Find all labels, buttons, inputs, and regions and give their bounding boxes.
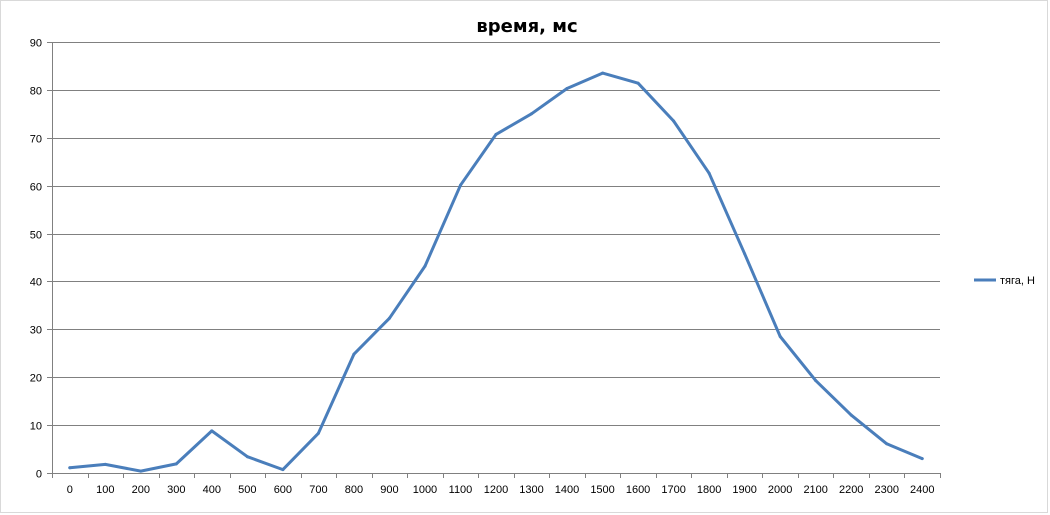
series-layer [68, 71, 924, 473]
legend-label: тяга, Н [1000, 275, 1035, 287]
x-tick-label: 900 [380, 484, 398, 496]
series-line-0 [68, 71, 924, 473]
y-tick-label: 10 [30, 421, 42, 433]
y-axis-ticks: 0 10 20 30 40 50 60 70 80 90 [30, 38, 42, 481]
x-tick-label: 2400 [910, 484, 934, 496]
data-point [814, 379, 818, 383]
y-tick-label: 20 [30, 373, 42, 385]
x-tick-label: 1700 [661, 484, 685, 496]
x-tick-label: 1100 [449, 484, 473, 496]
data-point [743, 252, 747, 256]
x-tick-label: 400 [203, 484, 221, 496]
data-point [530, 112, 533, 116]
axes [47, 42, 941, 478]
x-axis-ticks: 0 100 200 300 400 500 600 700 800 900 1000 1100 1200… [67, 484, 935, 496]
data-point [103, 462, 107, 466]
x-tick-label: 2000 [768, 484, 792, 496]
data-point [494, 132, 498, 136]
y-tick-label: 50 [30, 230, 42, 242]
data-point [139, 469, 143, 473]
data-point [352, 352, 356, 356]
x-tick-label: 700 [309, 484, 327, 496]
legend: тяга, Н [974, 275, 1035, 287]
y-tick-label: 70 [30, 134, 42, 146]
data-point [210, 429, 214, 433]
x-tick-label: 2100 [803, 484, 827, 496]
x-tick-label: 500 [238, 484, 256, 496]
data-point [849, 413, 853, 417]
data-point [885, 442, 889, 446]
data-point [387, 316, 391, 320]
y-tick-label: 90 [30, 38, 42, 50]
x-tick-label: 800 [345, 484, 363, 496]
y-tick-label: 60 [30, 182, 42, 194]
data-point [459, 183, 462, 187]
chart-title: время, мс [476, 16, 577, 37]
data-point [174, 462, 178, 466]
data-point [707, 171, 711, 175]
x-tick-label: 1800 [697, 484, 721, 496]
x-tick-label: 200 [132, 484, 150, 496]
data-point [68, 466, 72, 470]
data-point [601, 71, 605, 75]
gridlines [52, 42, 940, 426]
x-tick-label: 1900 [732, 484, 756, 496]
data-point [920, 457, 924, 461]
x-tick-label: 1500 [590, 484, 614, 496]
x-tick-label: 1200 [484, 484, 508, 496]
y-tick-label: 80 [30, 86, 42, 98]
x-tick-label: 1400 [555, 484, 579, 496]
data-point [672, 119, 676, 123]
data-point [565, 87, 569, 90]
data-point [636, 81, 640, 85]
x-tick-label: 2300 [874, 484, 898, 496]
data-point [245, 455, 249, 459]
data-point [281, 468, 285, 472]
x-tick-label: 1300 [519, 484, 543, 496]
x-tick-label: 600 [274, 484, 292, 496]
data-point [316, 431, 320, 435]
x-tick-label: 1600 [626, 484, 650, 496]
x-tick-label: 100 [96, 484, 114, 496]
data-point [778, 335, 782, 338]
x-tick-label: 2200 [839, 484, 863, 496]
x-tick-label: 0 [67, 484, 73, 496]
x-tick-label: 300 [167, 484, 185, 496]
y-tick-label: 30 [30, 325, 42, 337]
y-tick-label: 40 [30, 277, 42, 289]
x-tick-label: 1000 [413, 484, 437, 496]
y-tick-label: 0 [36, 469, 42, 481]
data-point [423, 264, 427, 268]
